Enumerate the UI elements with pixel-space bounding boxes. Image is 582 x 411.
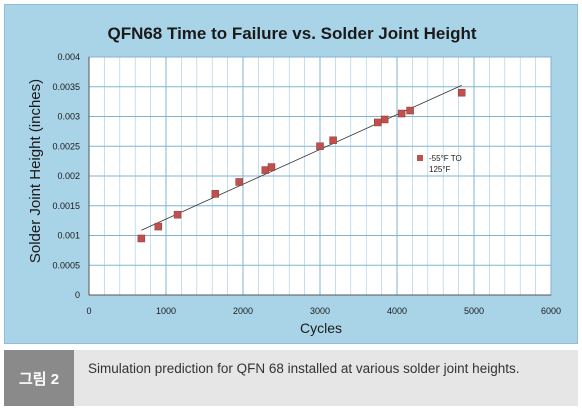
legend-marker: [417, 155, 423, 161]
data-point: [329, 136, 337, 145]
x-tick-label: 2000: [233, 306, 253, 316]
x-tick-label: 1000: [156, 306, 176, 316]
y-tick-label: 0.002: [57, 171, 80, 181]
y-tick-label: 0.0015: [52, 201, 80, 211]
caption-text: Simulation prediction for QFN 68 install…: [88, 361, 520, 376]
chart-svg: QFN68 Time to Failure vs. Solder Joint H…: [27, 24, 561, 336]
data-point: [316, 142, 324, 150]
data-point: [374, 118, 382, 127]
data-point: [154, 222, 163, 231]
data-point: [397, 109, 406, 118]
chart-figure: QFN68 Time to Failure vs. Solder Joint H…: [4, 4, 578, 344]
figure-caption: 그림 2 Simulation prediction for QFN 68 in…: [4, 350, 578, 406]
x-tick-label: 5000: [464, 306, 484, 316]
x-tick-label: 6000: [541, 306, 561, 316]
y-tick-label: 0.003: [57, 112, 80, 122]
y-tick-label: 0: [75, 290, 80, 300]
data-point: [173, 210, 182, 219]
legend-label: -55°F TO: [429, 154, 462, 163]
data-point: [380, 115, 389, 124]
data-point: [137, 234, 146, 243]
y-tick-label: 0.0005: [52, 260, 80, 270]
legend-label: 125°F: [429, 165, 451, 174]
data-point: [235, 178, 243, 186]
y-axis-label: Solder Joint Height (inches): [27, 79, 44, 263]
x-tick-label: 0: [86, 306, 91, 316]
y-tick-label: 0.0025: [52, 141, 80, 151]
data-point: [457, 88, 466, 97]
y-tick-label: 0.0035: [52, 82, 80, 92]
plot-area: 0 1000 2000 3000 4000 5000 6000 0 0.0005 0.001 0.0…: [52, 52, 561, 316]
chart-title: QFN68 Time to Failure vs. Solder Joint H…: [107, 24, 476, 43]
data-point: [211, 190, 220, 198]
x-tick-label: 4000: [387, 306, 407, 316]
x-tick-label: 3000: [310, 306, 330, 316]
figure-label: 그림 2: [4, 350, 74, 406]
data-point: [406, 106, 414, 115]
y-tick-label: 0.001: [57, 231, 80, 241]
data-point: [267, 163, 276, 171]
y-tick-label: 0.004: [57, 52, 80, 62]
x-axis-label: Cycles: [300, 320, 342, 336]
